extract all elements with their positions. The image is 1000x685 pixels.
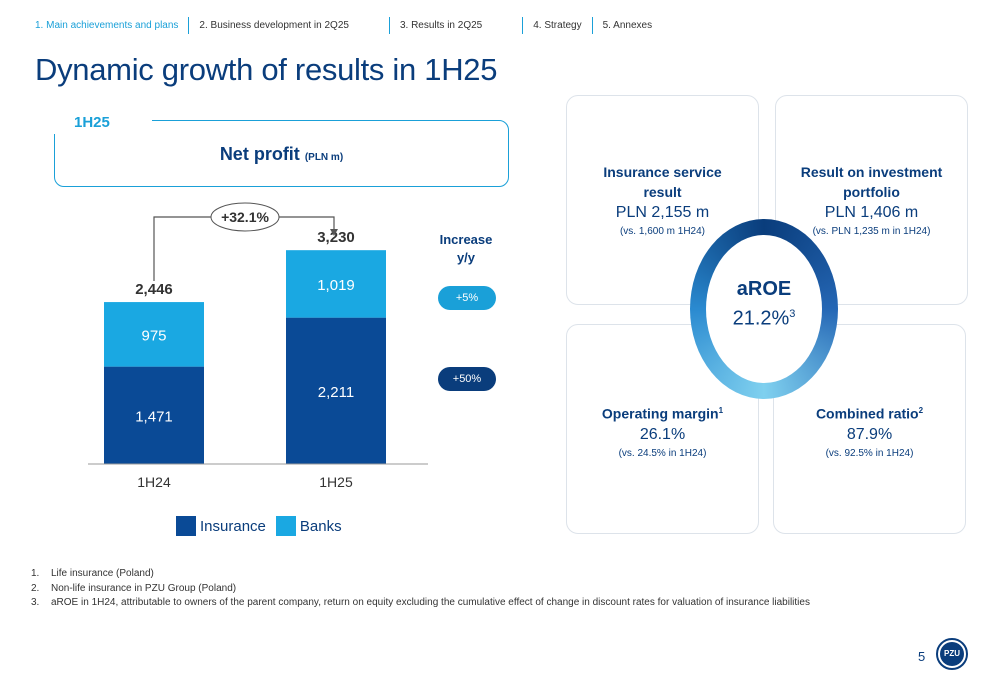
nav-item-results[interactable]: 3. Results in 2Q25 (399, 20, 483, 31)
aroe-value-text: 21.2% (732, 307, 790, 330)
card-value: 87.9% (846, 425, 893, 443)
footnote-marker: 2 (918, 406, 924, 415)
nav-item-business-development[interactable]: 2. Business development in 2Q25 (199, 20, 349, 31)
period-label: 1H25 (54, 112, 152, 134)
increase-pill-insurance: +50% (438, 367, 496, 391)
page-number: 5 (918, 649, 926, 664)
growth-label: +32.1% (221, 209, 269, 225)
card-title: Combined ratio2 (774, 401, 965, 424)
footnote-number: 3. (31, 597, 40, 608)
footnote-item: 2. Non-life insurance in PZU Group (Polan… (31, 582, 810, 597)
bar-value-label: 1,019 (317, 277, 355, 294)
bar-insurance-1h25 (286, 317, 386, 464)
nav-item-main-achievements[interactable]: 1. Main achievements and plans (35, 20, 179, 31)
page-title: Dynamic growth of results in 1H25 (35, 52, 498, 87)
card-comparison: (vs. 24.5% in 1H24) (618, 447, 707, 459)
card-title-line-2: result (643, 184, 682, 200)
bar-banks-1h24 (104, 302, 204, 367)
legend-label-insurance: Insurance (200, 517, 266, 535)
pzu-logo-text: PZU (940, 642, 964, 666)
nav-item-annexes[interactable]: 5. Annexes (602, 20, 653, 31)
footnote-item: 3. aROE in 1H24, attributable to owners o… (31, 596, 810, 611)
card-title-line-1: Insurance service (603, 164, 722, 180)
aroe-ring-center (706, 235, 822, 383)
increase-pill-banks: +5% (438, 286, 496, 310)
card-comparison: (vs. PLN 1,235 m in 1H24) (812, 226, 931, 237)
increase-header-line-1: Increase (439, 232, 493, 247)
bar-total-label: 3,230 (317, 229, 355, 246)
chart-legend: Insurance Banks (176, 516, 352, 536)
card-title-line-2: portfolio (843, 184, 900, 200)
pzu-logo: PZU (936, 638, 968, 670)
card-insurance-service-result: Insurance service result PLN 2,155 m (vs… (566, 95, 759, 305)
nav-divider (522, 17, 524, 34)
footnote-text: Non-life insurance in PZU Group (Poland) (51, 582, 237, 594)
chart-title: Net profit (PLN m) (54, 144, 509, 165)
increase-header-line-2: y/y (456, 250, 476, 265)
legend-swatch-insurance (176, 516, 196, 536)
card-value: 26.1% (639, 425, 686, 443)
nav-divider (188, 17, 190, 34)
card-comparison: (vs. 1,600 m 1H24) (619, 226, 706, 237)
card-title-text: Combined ratio (815, 405, 919, 422)
bar-value-label: 1,471 (135, 408, 173, 425)
footnote-item: 1. Life insurance (Poland) (31, 567, 810, 582)
aroe-value: 21.2%3 (690, 301, 838, 332)
footnote-marker: 1 (718, 406, 724, 415)
card-value: PLN 1,406 m (824, 204, 919, 221)
nav-divider (591, 17, 593, 34)
card-title-line-1: Result on investment (800, 164, 943, 180)
bar-insurance-1h24 (104, 366, 204, 464)
aroe-text: aROE 21.2%3 (690, 277, 838, 332)
nav-divider (388, 17, 390, 34)
increase-header: Increase y/y (432, 231, 500, 267)
growth-ellipse (210, 202, 280, 232)
card-comparison: (vs. 92.5% in 1H24) (825, 447, 914, 459)
bar-total-label: 2,446 (135, 281, 173, 298)
card-value: PLN 2,155 m (615, 204, 710, 221)
nav-item-strategy[interactable]: 4. Strategy (533, 20, 582, 31)
growth-arrow-head (330, 229, 338, 236)
aroe-label: aROE (736, 278, 792, 300)
net-profit-header-box (54, 120, 509, 187)
aroe-ring: aROE 21.2%3 (690, 219, 838, 399)
legend-swatch-banks (275, 516, 296, 536)
chart-title-text: Net profit (219, 144, 300, 164)
bar-value-label: 2,211 (318, 384, 354, 401)
footnote-marker: 3 (789, 308, 796, 320)
footnote-number: 1. (31, 568, 40, 579)
bar-value-label: 975 (141, 327, 166, 344)
x-tick-label: 1H25 (319, 474, 353, 490)
section-nav: 1. Main achievements and plans 2. Busine… (35, 17, 662, 34)
chart-unit: (PLN m) (304, 152, 344, 163)
footnotes: 1. Life insurance (Poland) 2. Non-life ins… (31, 567, 810, 611)
bar-banks-1h25 (286, 250, 386, 318)
footnote-number: 2. (31, 582, 40, 594)
card-title-text: Operating margin (601, 405, 719, 422)
x-tick-label: 1H24 (137, 474, 171, 490)
legend-label-banks: Banks (299, 517, 342, 535)
footnote-text: Life insurance (Poland) (51, 568, 154, 579)
card-title: Operating margin1 (567, 401, 758, 424)
footnote-text: aROE in 1H24, attributable to owners of … (51, 597, 810, 608)
